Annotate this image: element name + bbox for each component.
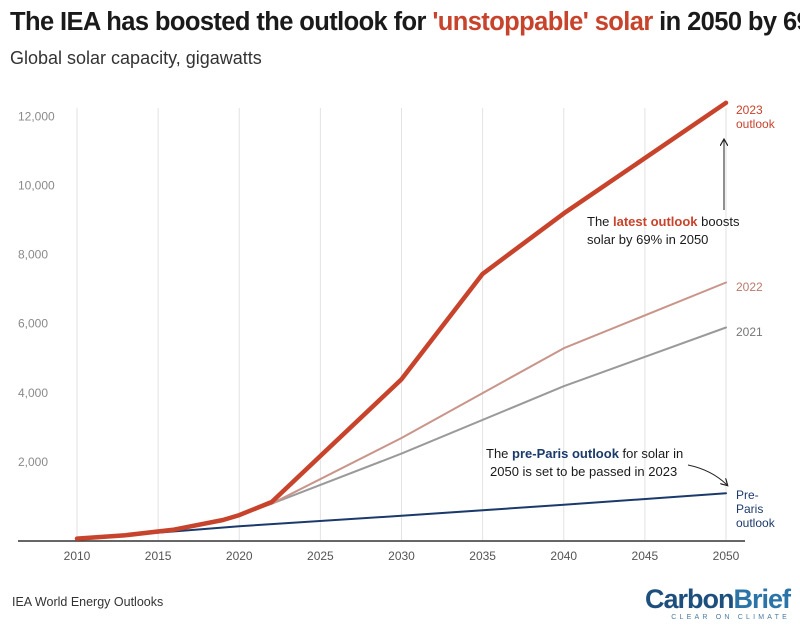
title-part-1: The IEA has boosted the outlook for <box>10 8 433 36</box>
preparis-arrow <box>687 464 727 485</box>
x-tick-label: 2025 <box>307 549 334 563</box>
annotation-preparis-highlight: pre-Paris outlook <box>512 446 619 461</box>
y-tick-label: 6,000 <box>18 317 48 331</box>
label-2021-line-1: 2021 <box>736 325 763 339</box>
annotation-arrows <box>687 140 727 485</box>
label-pre-paris-line-2: Paris <box>736 502 764 516</box>
y-tick-label: 10,000 <box>18 178 55 192</box>
source-note: IEA World Energy Outlooks <box>12 595 164 609</box>
brand-name: CarbonBrief <box>644 584 791 614</box>
x-tick-label: 2015 <box>145 549 172 563</box>
x-tick-label: 2035 <box>469 549 496 563</box>
label-pre-paris: Pre- Paris outlook <box>736 488 775 530</box>
series-lines <box>74 100 729 541</box>
x-tick-label: 2045 <box>632 549 659 563</box>
x-tick-label: 2020 <box>226 549 253 563</box>
x-tick-label: 2040 <box>550 549 577 563</box>
annotation-latest-after: boosts <box>697 214 740 229</box>
label-2022-line-1: 2022 <box>736 280 763 294</box>
title-part-2: in 2050 by 69% <box>659 8 800 36</box>
brand-tagline: CLEAR ON CLIMATE <box>671 614 790 621</box>
series-line-2023-outlook <box>74 100 729 541</box>
y-tick-label: 12,000 <box>18 109 55 123</box>
x-tick-label: 2010 <box>64 549 91 563</box>
label-pre-paris-line-3: outlook <box>736 516 775 530</box>
y-tick-label: 4,000 <box>18 386 48 400</box>
y-tick-label: 2,000 <box>18 455 48 469</box>
label-2023-line-1: 2023 <box>736 103 763 117</box>
annotation-preparis-line-1: The pre-Paris outlook for solar in <box>486 445 683 463</box>
brand-part-1: Carbon <box>644 584 734 614</box>
title-highlight: 'unstoppable' solar <box>432 8 653 36</box>
label-2023-outlook: 2023 outlook <box>736 103 775 131</box>
gridlines <box>76 108 727 540</box>
label-2021: 2021 <box>736 325 763 339</box>
annotation-latest-outlook: The latest outlook boosts solar by 69% i… <box>587 213 739 249</box>
annotation-latest-line-1: The latest outlook boosts <box>587 213 739 231</box>
annotation-pre-paris: The pre-Paris outlook for solar in 2050 … <box>486 445 683 481</box>
x-tick-label: 2050 <box>713 549 740 563</box>
annotation-latest-highlight: latest outlook <box>613 214 698 229</box>
label-pre-paris-line-1: Pre- <box>736 488 759 502</box>
x-axis-ticks: 2010 2015 2020 2025 2030 2035 2040 2045 2050 <box>64 549 740 563</box>
annotation-preparis-after: for solar in <box>618 446 684 461</box>
x-tick-label: 2030 <box>388 549 415 563</box>
annotation-preparis-before: The <box>486 446 513 461</box>
annotation-latest-line-2: solar by 69% in 2050 <box>587 232 709 247</box>
label-2023-line-2: outlook <box>736 117 775 131</box>
label-2022: 2022 <box>736 280 763 294</box>
carbonbrief-logo: CarbonBrief CLEAR ON CLIMATE <box>644 584 791 622</box>
chart-title: The IEA has boosted the outlook for 'uns… <box>10 8 800 37</box>
y-axis-ticks: 2,000 4,000 6,000 8,000 10,000 12,000 <box>18 109 55 469</box>
chart-subtitle: Global solar capacity, gigawatts <box>10 48 262 68</box>
brand-part-2: Brief <box>733 584 791 614</box>
y-tick-label: 8,000 <box>18 248 48 262</box>
annotation-preparis-line-2: 2050 is set to be passed in 2023 <box>490 464 678 479</box>
annotation-latest-before: The <box>587 214 614 229</box>
